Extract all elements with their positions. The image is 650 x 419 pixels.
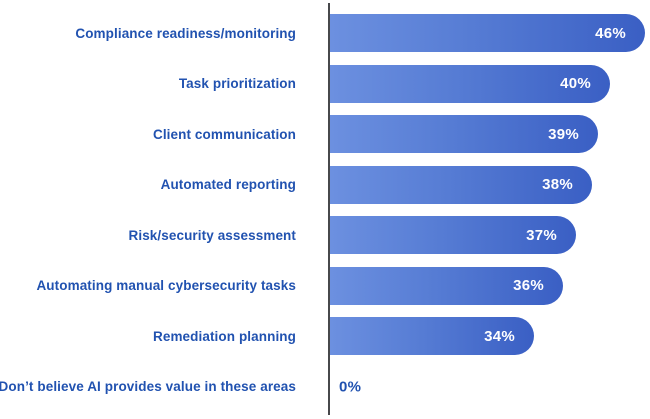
bar-row: Don’t believe AI provides value in these… (0, 362, 650, 413)
zero-value-label: 0% (339, 378, 362, 396)
category-label: Automated reporting (160, 177, 296, 193)
bar-rows-container: Compliance readiness/monitoring 46% Task p… (0, 8, 650, 412)
category-label: Task prioritization (178, 76, 296, 92)
value-label: 34% (484, 327, 515, 345)
plot-area: 39% (330, 115, 650, 154)
category-label: Automating manual cybersecurity tasks (36, 278, 296, 294)
bar: 36% (330, 266, 563, 305)
bar-row: Client communication 39% (0, 109, 650, 160)
category-label: Risk/security assessment (128, 227, 296, 243)
plot-area: 34% (330, 317, 650, 356)
category-label: Compliance readiness/monitoring (75, 25, 296, 41)
bar: 39% (330, 115, 598, 154)
value-label: 37% (526, 226, 557, 244)
bar: 38% (330, 165, 592, 204)
bar: 46% (330, 14, 645, 53)
bar-row: Compliance readiness/monitoring 46% (0, 8, 650, 59)
bar-row: Task prioritization 40% (0, 59, 650, 110)
plot-area: 38% (330, 165, 650, 204)
plot-area: 0% (330, 368, 650, 406)
bar-row: Remediation planning 34% (0, 311, 650, 362)
bar-row: Automated reporting 38% (0, 160, 650, 211)
bar: 34% (330, 317, 534, 356)
plot-area: 40% (330, 64, 650, 103)
bar: 37% (330, 216, 576, 255)
value-label: 38% (542, 176, 573, 194)
bar: 40% (330, 64, 610, 103)
bar-row: Automating manual cybersecurity tasks 36% (0, 261, 650, 312)
bar-row: Risk/security assessment 37% (0, 210, 650, 261)
value-label: 40% (560, 75, 591, 93)
vertical-axis-line (328, 3, 330, 415)
value-label: 39% (548, 125, 579, 143)
value-label: 46% (595, 24, 626, 42)
plot-area: 36% (330, 266, 650, 305)
plot-area: 46% (330, 14, 650, 53)
category-label: Don’t believe AI provides value in these… (0, 379, 296, 395)
category-label: Client communication (152, 126, 296, 142)
value-label: 36% (513, 277, 544, 295)
plot-area: 37% (330, 216, 650, 255)
category-label: Remediation planning (152, 328, 296, 344)
